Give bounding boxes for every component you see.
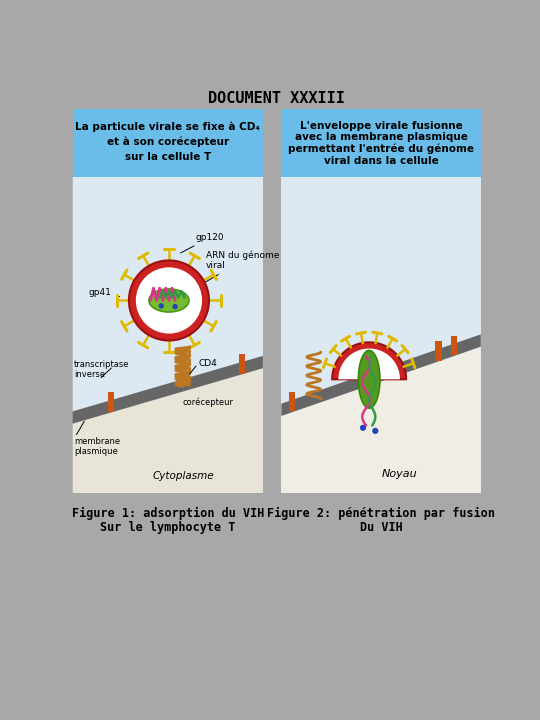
Text: sur la cellule T: sur la cellule T xyxy=(125,152,211,162)
Text: Du VIH: Du VIH xyxy=(360,521,402,534)
Polygon shape xyxy=(281,177,481,404)
Text: Noyau: Noyau xyxy=(382,469,418,479)
Text: gp120: gp120 xyxy=(181,233,225,253)
Polygon shape xyxy=(73,368,263,493)
Polygon shape xyxy=(281,334,481,416)
Bar xyxy=(108,392,114,413)
Text: Figure 1: adsorption du VIH: Figure 1: adsorption du VIH xyxy=(72,507,264,521)
Bar xyxy=(281,109,481,177)
Bar xyxy=(239,354,245,374)
Text: Figure 2: pénétration par fusion: Figure 2: pénétration par fusion xyxy=(267,507,495,521)
Polygon shape xyxy=(73,177,263,411)
Polygon shape xyxy=(73,356,263,423)
Circle shape xyxy=(172,304,178,310)
Text: CD4: CD4 xyxy=(198,359,217,369)
Bar xyxy=(435,341,442,361)
Polygon shape xyxy=(332,342,406,379)
Text: DOCUMENT XXXIII: DOCUMENT XXXIII xyxy=(208,91,345,107)
Bar xyxy=(451,336,457,355)
Text: gp41: gp41 xyxy=(89,288,120,297)
Bar xyxy=(281,109,481,493)
Bar xyxy=(73,109,263,177)
Ellipse shape xyxy=(149,289,189,312)
Polygon shape xyxy=(339,348,400,379)
Circle shape xyxy=(360,425,366,431)
Text: L'enveloppe virale fusionne
avec la membrane plasmique
permettant l'entrée du gé: L'enveloppe virale fusionne avec la memb… xyxy=(288,121,474,166)
Text: ARN du génome
viral: ARN du génome viral xyxy=(187,251,279,293)
Bar xyxy=(73,109,263,493)
Text: transcriptase
inverse: transcriptase inverse xyxy=(74,360,130,379)
Circle shape xyxy=(136,267,202,333)
Polygon shape xyxy=(281,346,481,493)
Text: La particule virale se fixe à CD₄: La particule virale se fixe à CD₄ xyxy=(76,121,260,132)
Circle shape xyxy=(129,261,209,341)
Circle shape xyxy=(159,303,164,309)
Text: Sur le lymphocyte T: Sur le lymphocyte T xyxy=(100,521,235,534)
Text: membrane
plasmique: membrane plasmique xyxy=(74,437,120,456)
Text: Cytoplasme: Cytoplasme xyxy=(152,471,214,481)
Bar xyxy=(289,392,295,411)
Ellipse shape xyxy=(359,351,380,408)
Text: corécepteur: corécepteur xyxy=(183,397,234,407)
Text: et à son corécepteur: et à son corécepteur xyxy=(107,137,229,147)
Circle shape xyxy=(372,428,379,434)
